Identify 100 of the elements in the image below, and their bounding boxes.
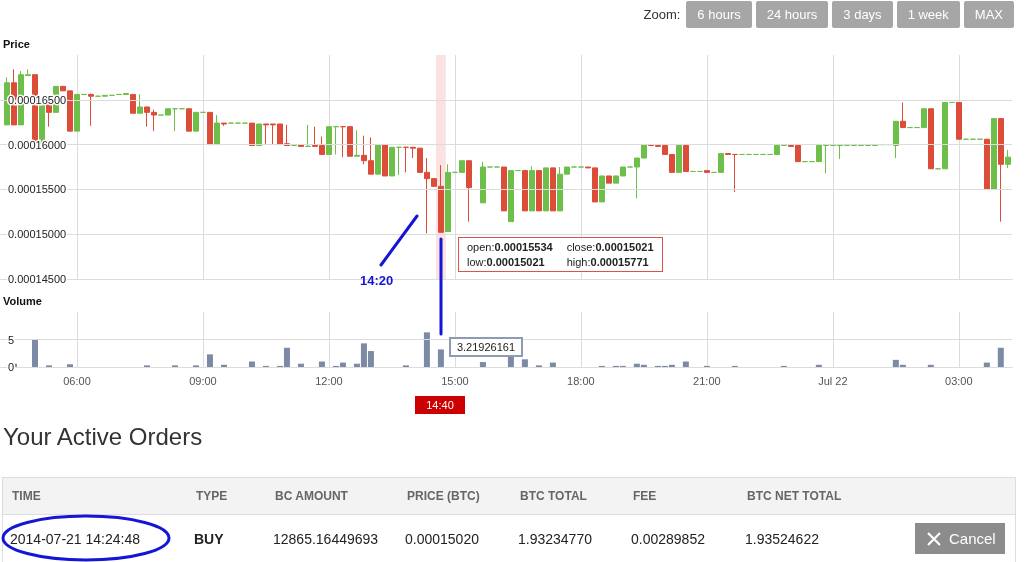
candlestick [88,93,94,127]
candlestick [480,161,486,204]
candlestick [207,111,213,146]
x-tick-label: Jul 22 [818,374,848,387]
text: FEE [633,489,657,503]
candlestick [522,170,528,212]
text: 12865.16449693 [273,531,379,547]
annotation: close:0.00015021 [566,241,654,253]
candlestick [389,146,395,177]
candlestick [396,146,402,176]
text: Cancel [949,530,996,547]
text: Zoom: [643,7,681,22]
text: BTC NET TOTAL [747,489,842,503]
candlestick [508,170,514,223]
annotation: 3.21926161 [448,337,524,358]
candlestick [333,126,339,155]
annotation: open:0.00015534 [467,241,553,253]
x-tick-label: 18:00 [567,374,595,387]
candlestick [676,145,682,173]
candlestick [900,101,906,129]
candlestick [606,175,612,184]
bar [318,361,325,367]
candlestick [137,93,143,114]
text: BTC TOTAL [520,489,587,503]
candlestick [683,145,689,172]
candlestick [1005,149,1011,169]
bar [437,349,444,367]
bar [423,332,430,367]
text: MAX [963,1,1014,28]
candlestick [543,167,549,212]
annotation: low:0.00015021 [467,256,545,268]
text: TYPE [196,489,228,503]
x-tick-label: 21:00 [693,374,721,387]
candlestick [599,175,605,203]
candlestick [956,101,962,140]
bar [297,363,304,367]
candlestick [221,122,227,127]
candlestick [354,129,360,157]
text: TIME [12,489,41,503]
text: 0.00015020 [405,531,479,547]
y-tick-label: 5 [8,333,15,346]
bar [549,362,556,367]
bar [997,347,1004,367]
x-tick-label: 15:00 [441,374,469,387]
candlestick [193,111,199,132]
text: 1.93234770 [518,531,592,547]
candlestick [501,166,507,212]
candlestick [704,170,710,173]
bar [682,361,689,367]
candlestick [382,144,388,177]
x-tick-label: 06:00 [63,374,91,387]
candlestick [998,118,1004,223]
bar [983,362,990,367]
bar [248,361,255,367]
bar [479,362,486,367]
text: BUY [194,531,224,547]
text: PRICE (BTC) [407,489,480,503]
text: 1 week [896,1,960,28]
y-tick-label: 0 [8,361,15,373]
annotation: high:0.00015771 [566,256,649,268]
bar [220,364,227,367]
y-tick-label: 0.00015000 [8,228,67,241]
candlestick [326,126,332,155]
candlestick [214,114,220,146]
candlestick [991,118,997,190]
y-tick-label: 0.00016000 [8,138,67,151]
candlestick [732,153,738,193]
text: 2014-07-21 14:24:48 [10,531,140,547]
candlestick [256,123,262,146]
candlestick [529,165,535,212]
x-tick-label: 12:00 [315,374,343,387]
bar [31,339,38,367]
x-tick-label: 03:00 [945,374,973,387]
candlestick [186,108,192,132]
y-tick-label: 0.00015500 [8,183,67,196]
candlestick [249,122,255,146]
text: 0.00289852 [631,531,705,547]
annotation: 14:20 [360,273,394,288]
text: 1.93524622 [745,531,819,547]
text: BC AMOUNT [275,489,348,503]
y-axis-title: Volume [3,294,42,307]
candlestick [823,145,829,174]
candlestick [4,76,10,126]
candlestick [375,144,381,175]
candlestick [74,93,80,132]
bar [927,364,934,367]
bar [521,359,528,367]
candlestick [837,145,843,160]
candlestick [466,160,472,223]
bar [66,364,73,367]
text: 24 hours [755,1,829,28]
bar [815,364,822,367]
candlestick [536,170,542,212]
candlestick [550,167,556,212]
text: 3 days [832,1,893,28]
text: 6 hours [686,1,752,28]
candlestick [928,108,934,170]
y-axis-title: Price [3,37,30,50]
candlestick [130,93,136,114]
text: 14:40 [415,396,465,414]
